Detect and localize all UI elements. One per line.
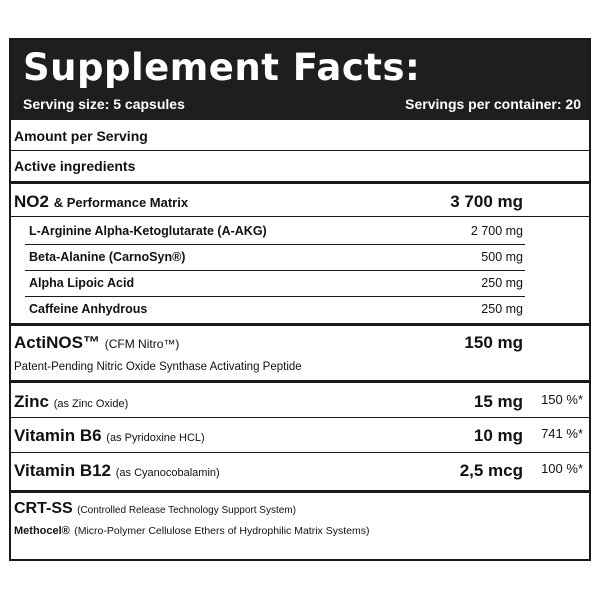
divider (11, 452, 589, 453)
mineral-name-main: Zinc (14, 392, 49, 411)
divider (25, 270, 525, 271)
matrix-item-amount: 250 mg (481, 302, 523, 316)
mineral-percent: 100 %* (541, 461, 583, 476)
matrix-amount: 3 700 mg (450, 192, 523, 211)
mineral-name-main: Vitamin B6 (14, 426, 102, 445)
mineral-amount: 10 mg (473, 426, 523, 445)
actinos-amount: 150 mg (464, 333, 523, 352)
matrix-item-name: Alpha Lipoic Acid (29, 276, 135, 290)
matrix-item-name: Beta-Alanine (CarnoSyn®) (29, 250, 186, 264)
mineral-name-main: Vitamin B12 (14, 461, 112, 480)
mineral-percent: 150 %* (541, 392, 583, 407)
supplement-facts-panel: Supplement Facts: Serving size: 5 capsul… (9, 38, 591, 561)
mineral-amount: 2,5 mcg (459, 461, 523, 480)
crt-note: (Controlled Release Technology Support S… (77, 505, 296, 516)
methocel-name: Methocel® (14, 525, 70, 537)
crt-name-main: CRT-SS (14, 500, 73, 517)
serving-size: Serving size: 5 capsules (23, 96, 185, 112)
matrix-item-name: Caffeine Anhydrous (29, 302, 148, 316)
mineral-name: Vitamin B6 (as Pyridoxine HCL) (14, 426, 205, 446)
amount-per-serving-label: Amount per Serving (14, 128, 148, 144)
thick-divider (11, 323, 589, 326)
mineral-note: (as Pyridoxine HCL) (106, 432, 205, 444)
matrix-item-name: L-Arginine Alpha-Ketoglutarate (A-AKG) (29, 224, 267, 238)
matrix-item-amount: 2 700 mg (470, 224, 523, 238)
mineral-name: Vitamin B12 (as Cyanocobalamin) (14, 461, 220, 481)
divider (11, 150, 589, 151)
thick-divider (11, 380, 589, 383)
divider (11, 216, 589, 217)
divider (25, 244, 525, 245)
actinos-name: ActiNOS™ (CFM Nitro™) (14, 333, 179, 353)
matrix-item-amount: 500 mg (481, 250, 523, 264)
mineral-name: Zinc (as Zinc Oxide) (14, 392, 128, 412)
mineral-note: (as Cyanocobalamin) (115, 467, 220, 479)
actinos-description: Patent-Pending Nitric Oxide Synthase Act… (14, 361, 302, 373)
crt-name: CRT-SS (Controlled Release Technology Su… (14, 500, 296, 518)
matrix-name-suffix: & Performance Matrix (53, 195, 189, 210)
divider (25, 296, 525, 297)
matrix-item-amount: 250 mg (481, 276, 523, 290)
matrix-name-main: NO2 (14, 192, 49, 211)
mineral-percent: 741 %* (541, 426, 583, 441)
methocel: Methocel® (Micro-Polymer Cellulose Ether… (14, 521, 369, 539)
actinos-note: (CFM Nitro™) (104, 337, 180, 351)
thick-divider (11, 181, 589, 184)
facts-header: Supplement Facts: Serving size: 5 capsul… (11, 40, 589, 120)
mineral-note: (as Zinc Oxide) (53, 398, 129, 410)
thick-divider (11, 490, 589, 493)
mineral-amount: 15 mg (473, 392, 523, 411)
actinos-name-main: ActiNOS™ (14, 333, 100, 352)
facts-title: Supplement Facts: (23, 46, 421, 89)
methocel-note: (Micro-Polymer Cellulose Ethers of Hydro… (74, 525, 370, 537)
servings-per-container: Servings per container: 20 (405, 96, 581, 112)
matrix-name: NO2 & Performance Matrix (14, 192, 188, 212)
active-ingredients-label: Active ingredients (14, 158, 136, 174)
divider (11, 417, 589, 418)
